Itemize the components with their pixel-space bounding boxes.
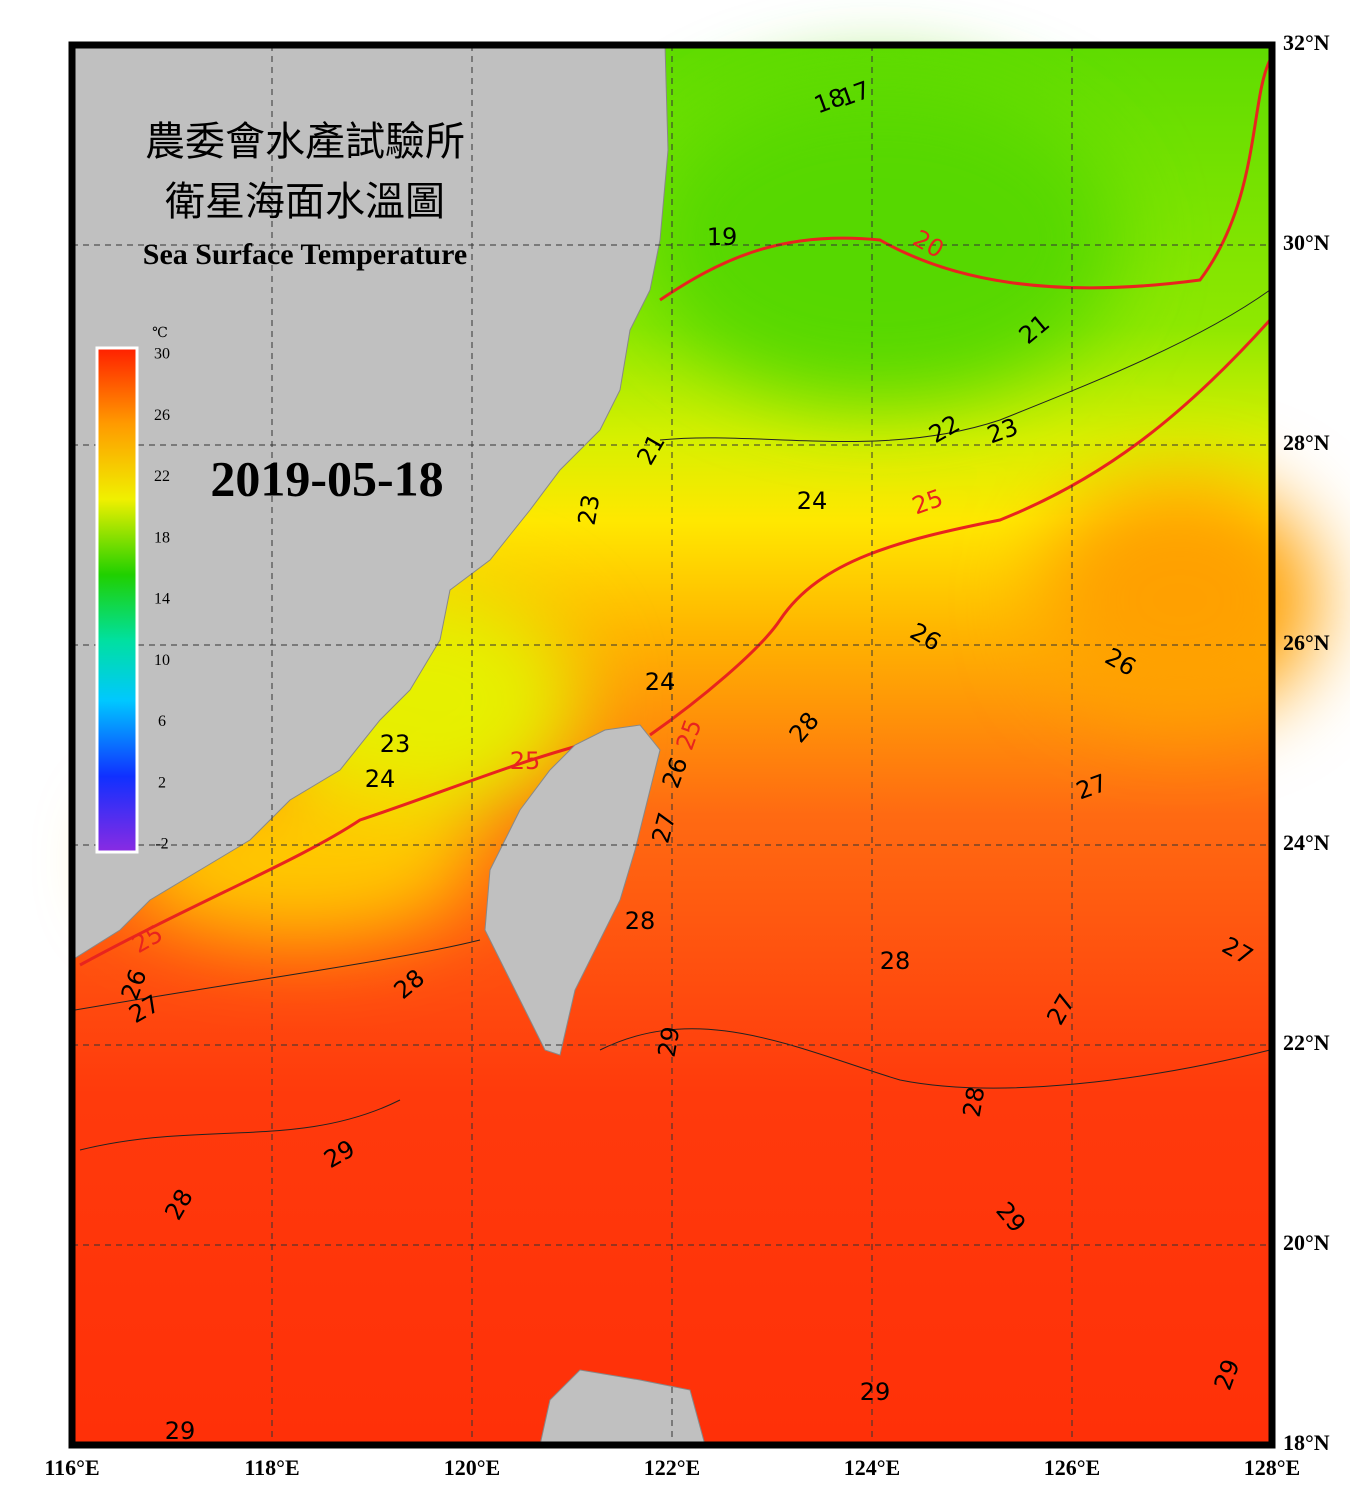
colorbar-tick-label: 26 bbox=[154, 407, 170, 424]
contour-lines bbox=[74, 289, 1271, 1151]
land bbox=[71, 44, 706, 1446]
title-line-2: 衛星海面水溫圖 bbox=[165, 179, 445, 225]
title-en: Sea Surface Temperature bbox=[143, 238, 467, 271]
longitude-label: 120°E bbox=[444, 1455, 500, 1480]
longitude-label: 124°E bbox=[844, 1455, 900, 1480]
latitude-label: 26°N bbox=[1283, 630, 1330, 655]
map-frame bbox=[68, 41, 1276, 1449]
colorbar-tick-label: 22 bbox=[154, 468, 170, 485]
longitude-label: 118°E bbox=[244, 1455, 299, 1480]
contour-label: 23 bbox=[380, 730, 411, 758]
contour-label: 25 bbox=[510, 747, 541, 775]
longitude-label: 126°E bbox=[1044, 1455, 1100, 1480]
contour-label: 28 bbox=[880, 947, 911, 975]
colorbar-tick-label: 2 bbox=[158, 774, 166, 791]
contour-label: 29 bbox=[860, 1378, 891, 1406]
contour-label: 23 bbox=[573, 492, 606, 527]
latitude-label: 30°N bbox=[1283, 230, 1330, 255]
contour-label: 28 bbox=[625, 907, 656, 935]
colorbar bbox=[95, 346, 139, 854]
isotherm-lines bbox=[79, 59, 1272, 967]
colorbar-tick-label: 6 bbox=[158, 713, 166, 730]
contour-label: 28 bbox=[958, 1084, 991, 1119]
contour-label: 29 bbox=[165, 1417, 196, 1445]
latitude-label: 22°N bbox=[1283, 1030, 1330, 1055]
graticule bbox=[72, 45, 1272, 1445]
contour-label: 24 bbox=[797, 487, 828, 515]
latitude-label: 32°N bbox=[1283, 30, 1330, 55]
contour-label: 24 bbox=[365, 765, 396, 793]
colorbar-tick-label: 14 bbox=[154, 591, 170, 608]
colorbar-tick-label: -2 bbox=[155, 836, 168, 853]
title-line-1: 農委會水產試驗所 bbox=[145, 119, 465, 165]
contour-label: 29 bbox=[653, 1024, 686, 1059]
colorbar-tick-label: 30 bbox=[154, 346, 170, 363]
longitude-label: 122°E bbox=[644, 1455, 700, 1480]
contour-label: 19 bbox=[707, 223, 738, 251]
colorbar-tick-label: 10 bbox=[154, 652, 170, 669]
longitude-label: 128°E bbox=[1244, 1455, 1300, 1480]
latitude-label: 20°N bbox=[1283, 1230, 1330, 1255]
latitude-label: 18°N bbox=[1283, 1430, 1330, 1455]
latitude-label: 28°N bbox=[1283, 430, 1330, 455]
contour-label: 24 bbox=[645, 668, 676, 696]
latitude-label: 24°N bbox=[1283, 830, 1330, 855]
longitude-label: 116°E bbox=[44, 1455, 99, 1480]
colorbar-tick-label: 18 bbox=[154, 529, 170, 546]
colorbar-unit: ℃ bbox=[152, 325, 168, 341]
date: 2019-05-18 bbox=[210, 450, 443, 506]
